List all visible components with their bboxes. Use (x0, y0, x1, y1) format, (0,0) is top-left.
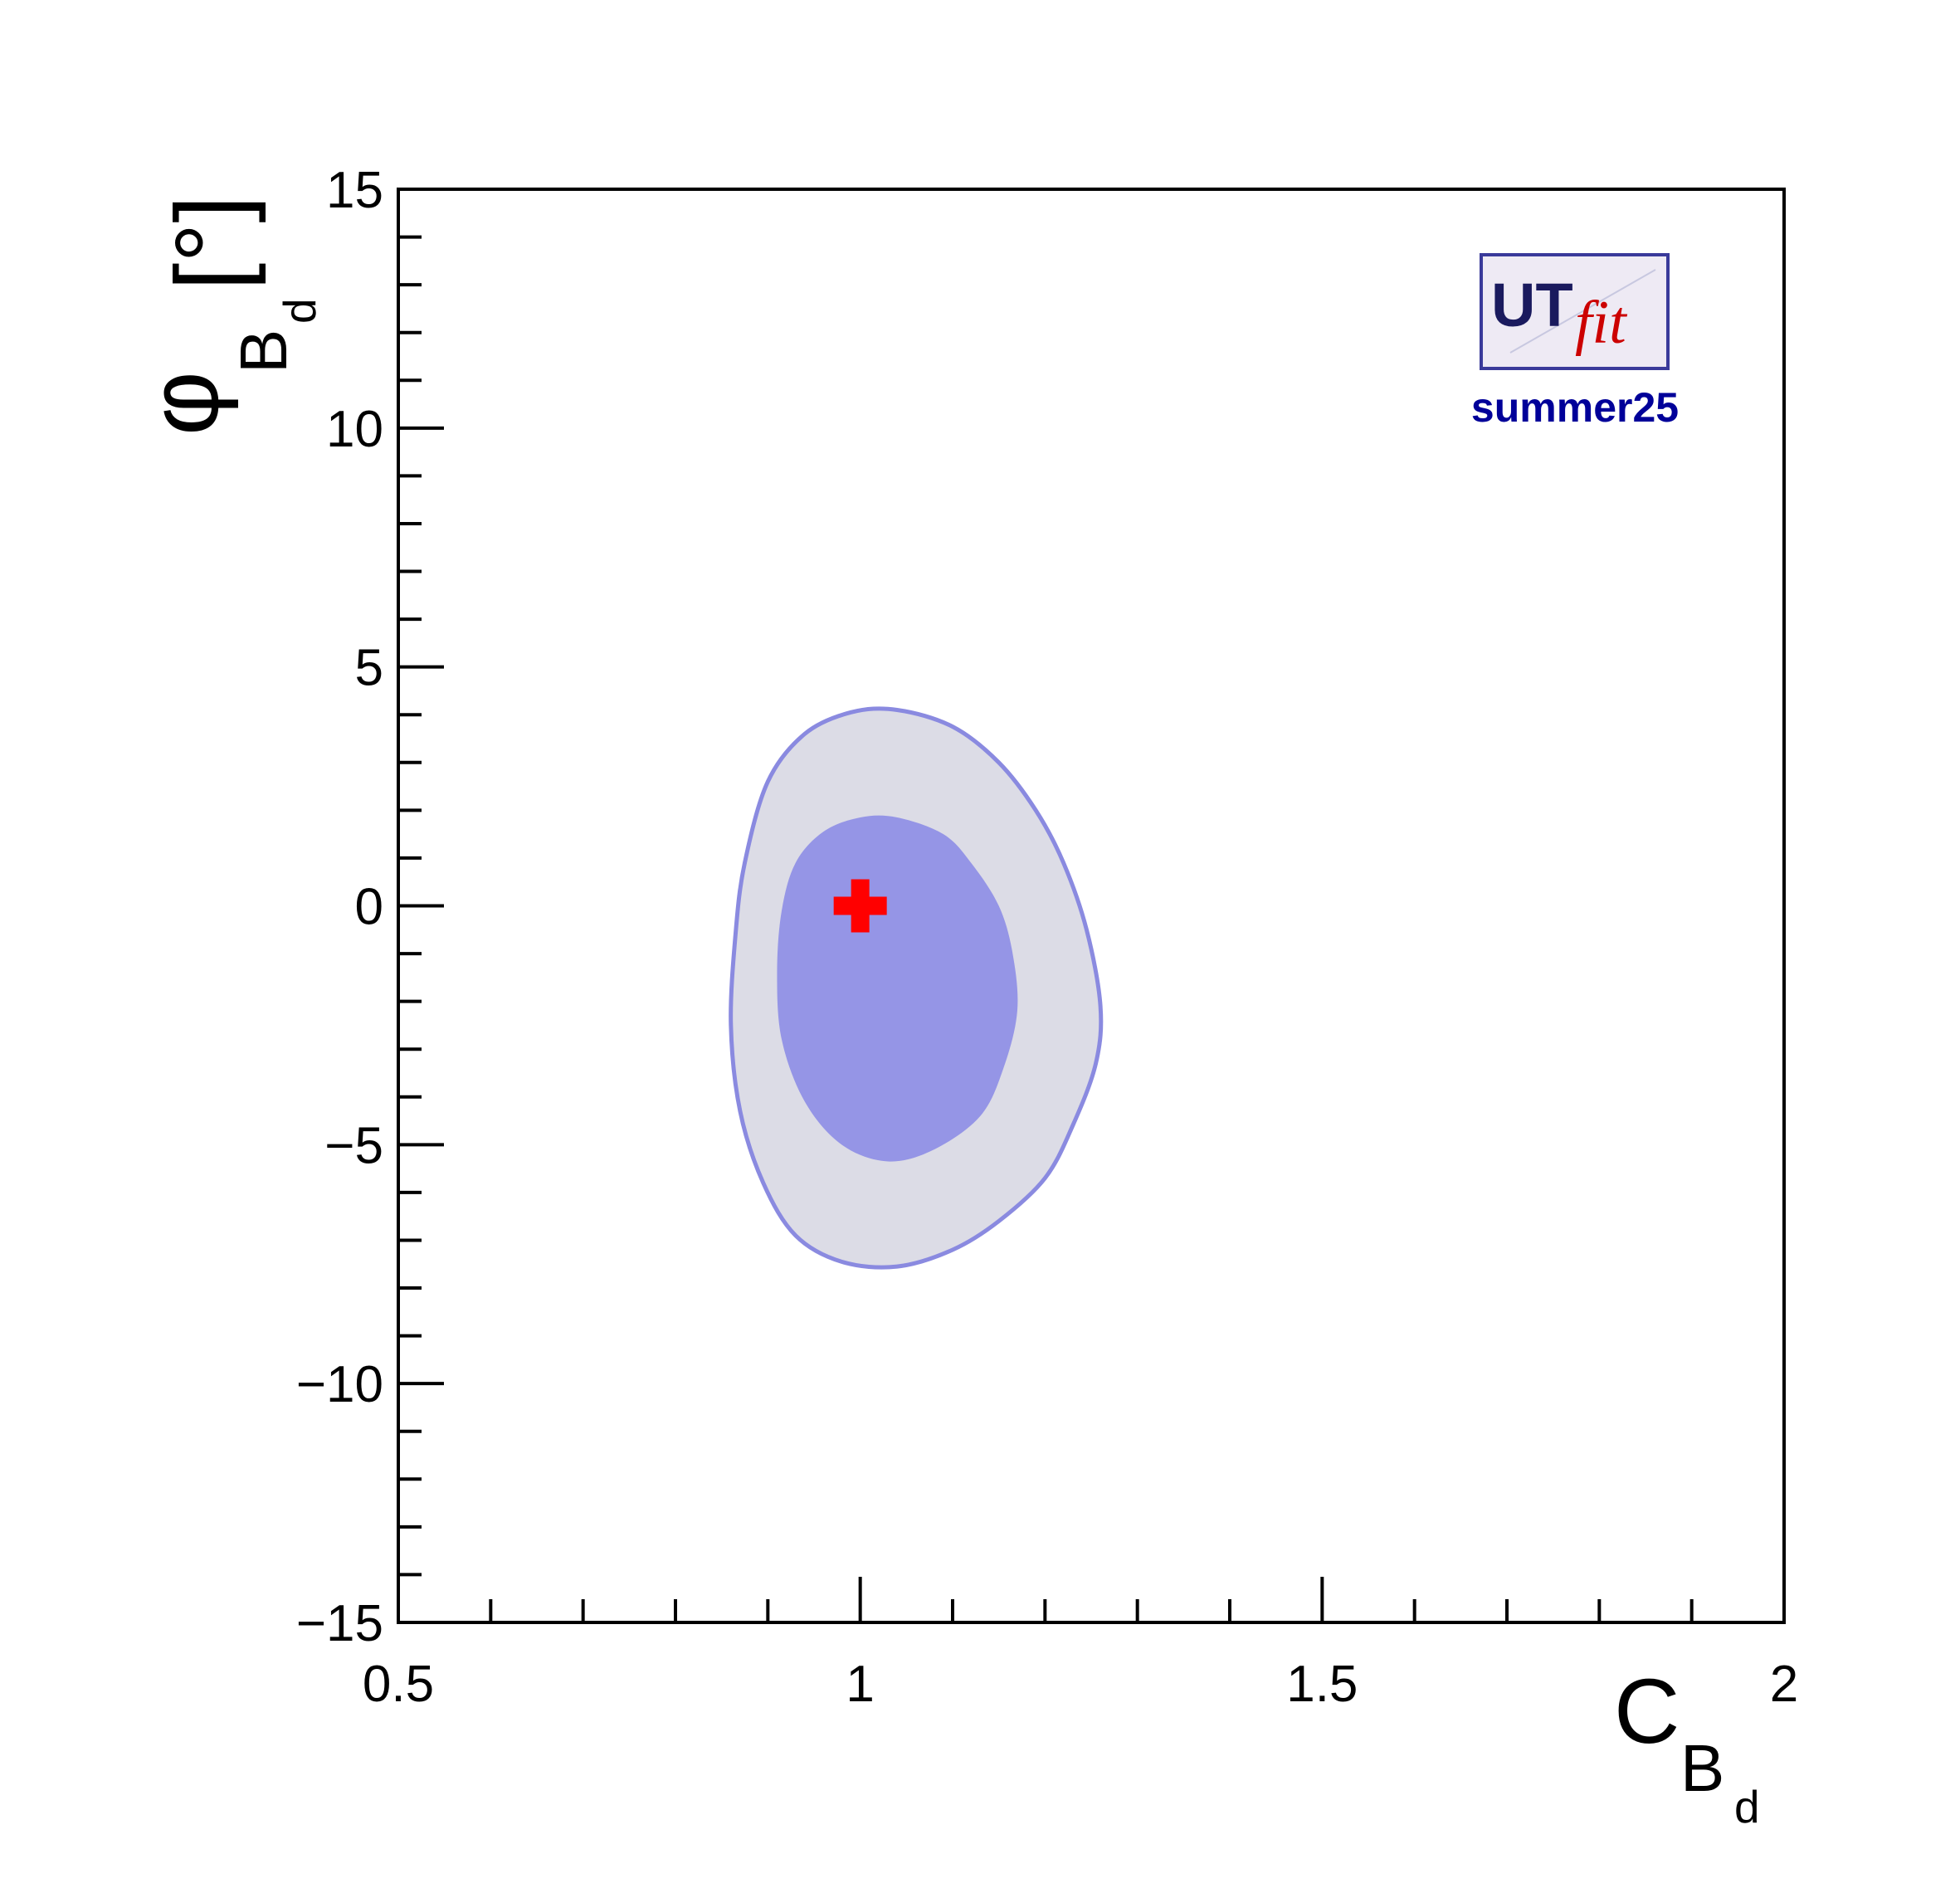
y-tick-label: 10 (326, 401, 383, 458)
x-axis-title: C B d (1614, 1661, 1760, 1832)
y-tick-label: −15 (296, 1595, 383, 1652)
y-tick-label: 5 (355, 640, 383, 697)
marker-cross-horizontal (833, 896, 887, 915)
y-axis-title-unit: [°] (155, 195, 266, 290)
logo-decoration (1509, 269, 1656, 354)
y-tick-label: 15 (326, 162, 383, 219)
x-axis-title-main: C (1614, 1661, 1680, 1763)
logo-box (1480, 253, 1670, 370)
utfit-logo: UT fit summer25 (1471, 253, 1679, 431)
y-tick-label: 0 (355, 879, 383, 936)
y-axis-title: φ B d [°] (128, 195, 325, 436)
logo-ut-text: UT (1491, 271, 1573, 339)
sm-point-marker (833, 879, 887, 933)
logo-fit-text: fit (1575, 289, 1628, 357)
logo-caption: summer25 (1471, 384, 1679, 431)
y-axis-title-subsub: d (274, 298, 325, 324)
x-axis-title-sub: B (1680, 1731, 1724, 1805)
x-tick-label: 0.5 (363, 1656, 434, 1713)
x-tick-label: 2 (1770, 1656, 1798, 1713)
y-tick-label: −10 (296, 1356, 383, 1413)
x-tick-label: 1 (846, 1656, 874, 1713)
y-axis-title-main: φ (128, 371, 239, 436)
x-axis: 0.5 1 1.5 2 (363, 1577, 1798, 1713)
x-tick-label: 1.5 (1286, 1656, 1358, 1713)
y-axis: 15 10 5 0 −5 −10 −15 (296, 162, 444, 1652)
x-axis-title-subsub: d (1734, 1781, 1760, 1832)
y-tick-label: −5 (324, 1117, 383, 1174)
y-axis-title-sub: B (227, 329, 300, 373)
markers (833, 879, 887, 933)
